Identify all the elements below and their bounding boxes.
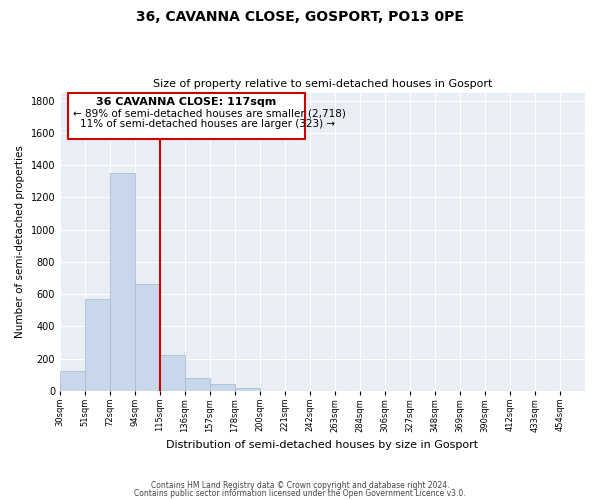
Bar	[210, 384, 235, 391]
Bar	[60, 372, 85, 391]
Text: 36, CAVANNA CLOSE, GOSPORT, PO13 0PE: 36, CAVANNA CLOSE, GOSPORT, PO13 0PE	[136, 10, 464, 24]
Text: ← 89% of semi-detached houses are smaller (2,718): ← 89% of semi-detached houses are smalle…	[73, 108, 346, 118]
Text: 11% of semi-detached houses are larger (323) →: 11% of semi-detached houses are larger (…	[80, 119, 335, 129]
Bar	[235, 388, 260, 391]
Y-axis label: Number of semi-detached properties: Number of semi-detached properties	[15, 146, 25, 338]
Bar	[135, 284, 160, 391]
Bar	[85, 299, 110, 391]
Text: 36 CAVANNA CLOSE: 117sqm: 36 CAVANNA CLOSE: 117sqm	[96, 98, 277, 108]
Title: Size of property relative to semi-detached houses in Gosport: Size of property relative to semi-detach…	[153, 79, 492, 89]
Bar	[160, 354, 185, 391]
Bar	[110, 173, 135, 391]
FancyBboxPatch shape	[68, 94, 305, 138]
Text: Contains public sector information licensed under the Open Government Licence v3: Contains public sector information licen…	[134, 488, 466, 498]
Text: Contains HM Land Registry data © Crown copyright and database right 2024.: Contains HM Land Registry data © Crown c…	[151, 481, 449, 490]
Bar	[185, 378, 210, 391]
X-axis label: Distribution of semi-detached houses by size in Gosport: Distribution of semi-detached houses by …	[166, 440, 479, 450]
